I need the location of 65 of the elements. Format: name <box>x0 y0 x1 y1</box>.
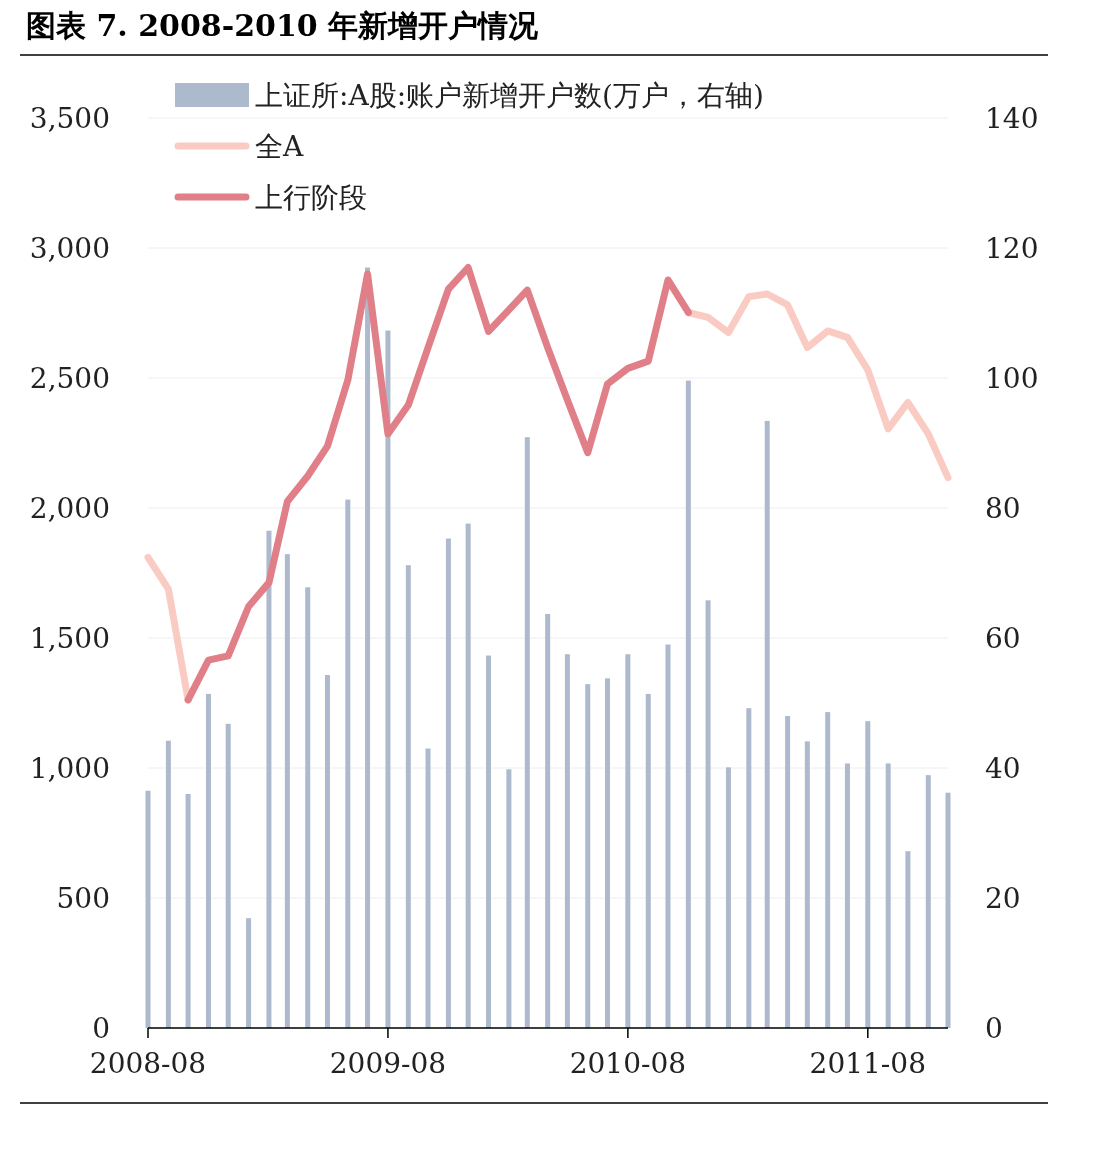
legend-label: 上证所:A股:账户新增开户数(万户，右轴) <box>255 79 764 112</box>
bar <box>825 712 831 1028</box>
bar <box>405 565 411 1028</box>
bar <box>785 716 791 1028</box>
bar <box>524 437 530 1028</box>
y2-tick-label: 60 <box>985 622 1021 655</box>
bar <box>465 523 471 1028</box>
bar <box>305 587 311 1028</box>
bar <box>585 684 591 1028</box>
bar <box>345 499 351 1028</box>
y2-tick-label: 0 <box>985 1012 1003 1045</box>
bar <box>506 769 512 1028</box>
bar <box>604 678 610 1028</box>
y2-tick-label: 80 <box>985 492 1021 525</box>
bar <box>545 613 551 1028</box>
bar <box>564 654 570 1028</box>
bar <box>945 792 951 1028</box>
bar <box>725 767 731 1028</box>
bar <box>425 748 431 1028</box>
y-tick-label: 3,000 <box>29 232 110 265</box>
x-tick-label: 2011-08 <box>809 1047 926 1080</box>
bar <box>925 775 931 1028</box>
y-tick-label: 2,500 <box>29 362 110 395</box>
bar <box>165 740 171 1028</box>
bar <box>365 267 371 1028</box>
bar <box>645 693 651 1028</box>
bar <box>804 741 810 1028</box>
bar <box>885 763 891 1028</box>
x-tick-label: 2009-08 <box>329 1047 447 1080</box>
y2-tick-label: 120 <box>985 232 1039 265</box>
bar <box>685 380 691 1028</box>
y-tick-label: 2,000 <box>29 492 110 525</box>
bar <box>205 693 211 1028</box>
bar <box>185 794 191 1028</box>
bar <box>324 675 330 1028</box>
bar <box>844 763 850 1028</box>
y-tick-label: 1,000 <box>29 752 110 785</box>
bar <box>905 851 911 1028</box>
bar <box>225 723 231 1028</box>
y2-tick-label: 20 <box>985 882 1021 915</box>
x-tick-label: 2010-08 <box>569 1047 687 1080</box>
bar <box>145 790 151 1028</box>
bar <box>486 655 492 1028</box>
bar <box>746 708 752 1028</box>
y-tick-label: 3,500 <box>29 102 110 135</box>
chart-title: 图表 7. 2008-2010 年新增开户情况 <box>26 8 540 43</box>
bar <box>865 721 871 1028</box>
bar <box>764 420 770 1028</box>
y2-tick-label: 140 <box>985 102 1039 135</box>
bar <box>266 530 272 1028</box>
x-tick-label: 2008-08 <box>89 1047 207 1080</box>
y-tick-label: 1,500 <box>29 622 110 655</box>
bar <box>705 600 711 1028</box>
y-tick-label: 0 <box>92 1012 110 1045</box>
bar <box>284 554 290 1028</box>
y-tick-label: 500 <box>56 882 110 915</box>
bar <box>445 538 451 1028</box>
legend-label: 全A <box>255 130 304 163</box>
bar <box>625 654 631 1028</box>
bar <box>665 644 671 1028</box>
bar <box>385 330 391 1028</box>
bar <box>246 918 252 1028</box>
y2-tick-label: 40 <box>985 752 1021 785</box>
y2-tick-label: 100 <box>985 362 1039 395</box>
legend-label: 上行阶段 <box>255 181 367 214</box>
